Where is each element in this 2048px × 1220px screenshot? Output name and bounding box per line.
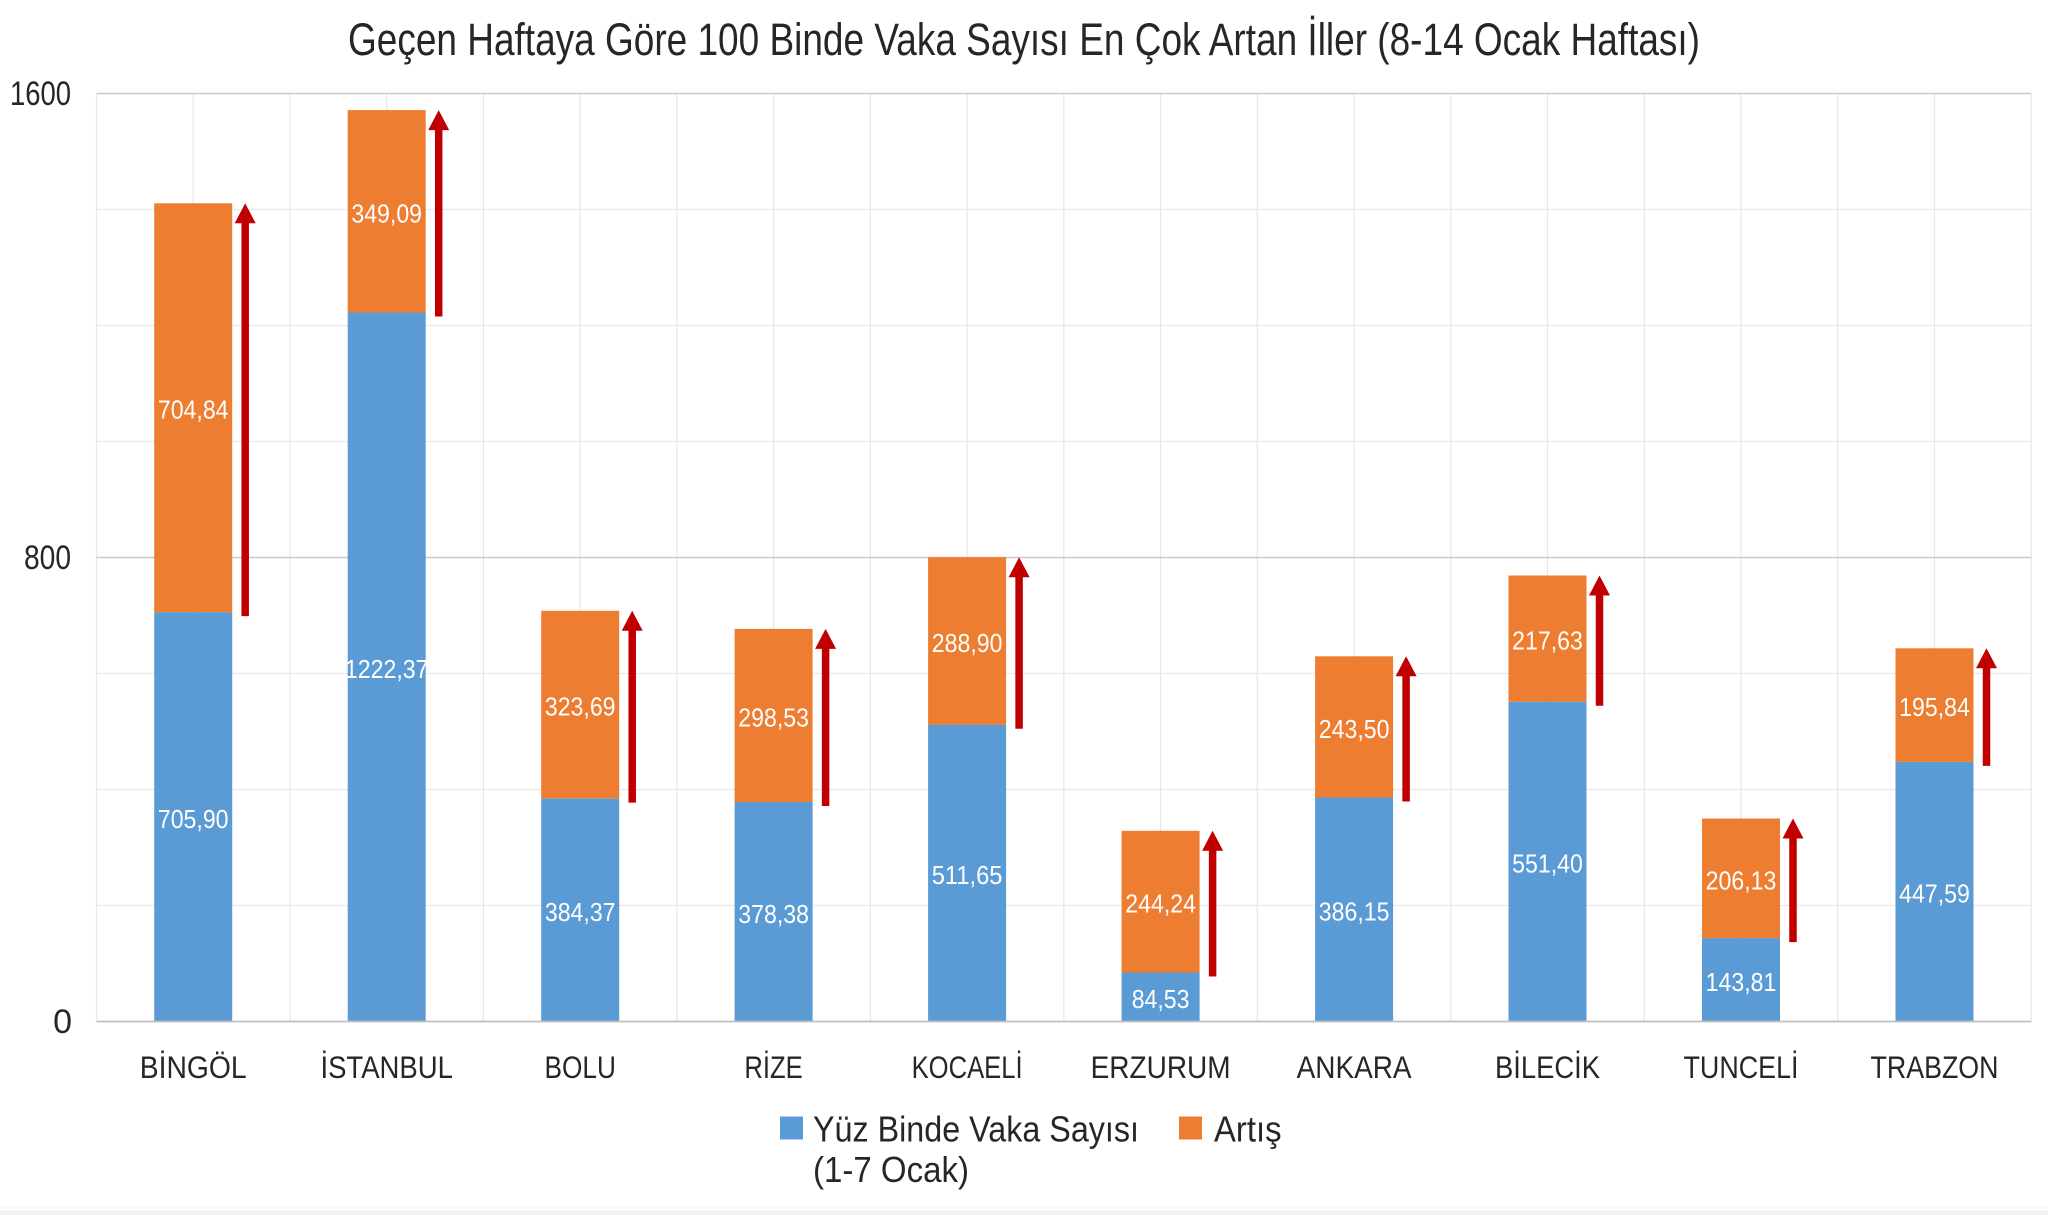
- svg-text:800: 800: [24, 539, 71, 577]
- svg-text:1600: 1600: [10, 75, 71, 113]
- svg-text:378,38: 378,38: [738, 901, 809, 929]
- svg-text:298,53: 298,53: [738, 705, 809, 733]
- svg-text:143,81: 143,81: [1706, 969, 1777, 997]
- svg-text:TUNCELİ: TUNCELİ: [1684, 1049, 1799, 1085]
- svg-text:243,50: 243,50: [1319, 716, 1390, 744]
- svg-text:TRABZON: TRABZON: [1871, 1049, 1999, 1085]
- svg-text:447,59: 447,59: [1899, 881, 1970, 909]
- svg-text:84,53: 84,53: [1132, 986, 1190, 1014]
- svg-text:RİZE: RİZE: [744, 1049, 802, 1085]
- svg-text:ANKARA: ANKARA: [1297, 1049, 1412, 1085]
- svg-text:BİLECİK: BİLECİK: [1495, 1049, 1600, 1085]
- svg-text:323,69: 323,69: [545, 694, 616, 722]
- svg-text:1222,37: 1222,37: [345, 656, 429, 684]
- svg-text:704,84: 704,84: [158, 397, 229, 425]
- svg-text:0: 0: [53, 1003, 72, 1041]
- svg-text:551,40: 551,40: [1512, 851, 1583, 879]
- svg-text:511,65: 511,65: [932, 862, 1003, 890]
- svg-text:384,37: 384,37: [545, 899, 616, 927]
- svg-text:Geçen Haftaya Göre 100 Binde V: Geçen Haftaya Göre 100 Binde Vaka Sayısı…: [348, 14, 1700, 65]
- svg-text:İSTANBUL: İSTANBUL: [320, 1049, 453, 1085]
- svg-text:705,90: 705,90: [158, 806, 229, 834]
- svg-text:244,24: 244,24: [1125, 891, 1196, 919]
- svg-text:(1-7 Ocak): (1-7 Ocak): [813, 1149, 969, 1190]
- svg-text:KOCAELİ: KOCAELİ: [912, 1049, 1023, 1085]
- svg-text:ERZURUM: ERZURUM: [1091, 1049, 1231, 1085]
- svg-text:386,15: 386,15: [1319, 899, 1390, 927]
- svg-text:206,13: 206,13: [1706, 867, 1777, 895]
- svg-text:Artış: Artış: [1214, 1109, 1282, 1150]
- svg-text:BOLU: BOLU: [545, 1049, 616, 1085]
- svg-text:Yüz Binde Vaka Sayısı: Yüz Binde Vaka Sayısı: [813, 1109, 1139, 1150]
- svg-text:BİNGÖL: BİNGÖL: [140, 1049, 247, 1085]
- svg-text:349,09: 349,09: [351, 200, 422, 228]
- svg-text:288,90: 288,90: [932, 630, 1003, 658]
- svg-text:195,84: 195,84: [1899, 694, 1970, 722]
- svg-text:217,63: 217,63: [1512, 628, 1583, 656]
